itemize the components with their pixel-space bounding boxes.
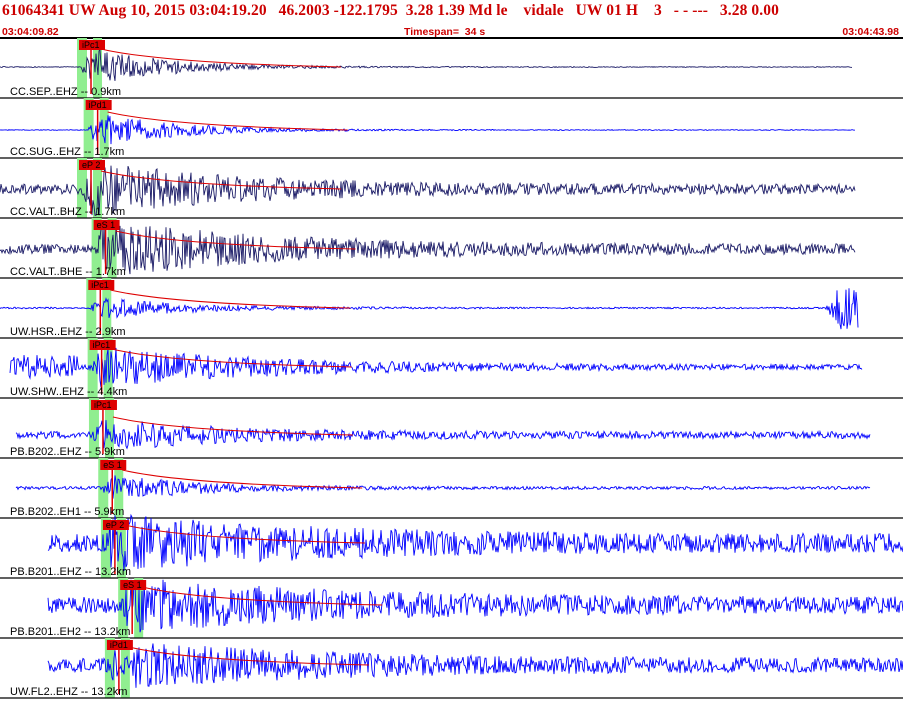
start-time-label: 03:04:09.82 (2, 26, 59, 38)
pick-window (102, 278, 112, 338)
channel-panel[interactable]: eP 2 CC.VALT..BHZ -- 1.7km (0, 158, 903, 219)
waveform-trace (0, 165, 856, 216)
pick-flag[interactable] (88, 280, 115, 290)
coda-fit-curve (100, 170, 342, 190)
pick-flag[interactable] (79, 160, 106, 170)
event-summary-title: 61064341 UW Aug 10, 2015 03:04:19.20 46.… (2, 2, 779, 19)
coda-fit-curve (142, 586, 383, 606)
waveform-trace (0, 115, 856, 145)
channel-label: PB.B202..EHZ -- 5.9km (10, 446, 125, 458)
channel-label: CC.SUG..EHZ -- 1.7km (10, 146, 124, 158)
waveform-trace (0, 224, 856, 275)
pick-window (104, 638, 115, 698)
pick-label: iPc1 (93, 340, 111, 350)
channel-panel[interactable]: iPd1 UW.FL2..EHZ -- 13.2km (0, 638, 903, 699)
pick-window (77, 158, 88, 218)
pick-window (91, 218, 102, 278)
coda-fit-curve (122, 469, 363, 489)
coda-fit-curve (107, 111, 348, 131)
waveform-trace (47, 513, 903, 572)
event-header: 61064341 UW Aug 10, 2015 03:04:19.20 46.… (0, 0, 903, 39)
channel-panel[interactable]: iPd1 CC.SUG..EHZ -- 1.7km (0, 98, 903, 159)
channel-panel[interactable]: iPc1 UW.SHW..EHZ -- 4.4km (0, 338, 903, 399)
channel-label: CC.VALT..BHE -- 1.7km (10, 266, 126, 278)
channel-label: UW.HSR..EHZ -- 2.9km (10, 326, 126, 338)
channel-panel[interactable]: eS 1 CC.VALT..BHE -- 1.7km (0, 218, 903, 279)
pick-flag[interactable] (89, 340, 116, 350)
channel-panel[interactable]: eS 1 PB.B201..EH2 -- 13.2km (0, 578, 903, 639)
pick-label: eS 1 (103, 460, 122, 470)
coda-fit-curve (128, 646, 369, 666)
pick-label: iPd1 (89, 100, 107, 110)
waveform-trace (47, 643, 903, 688)
channel-label: UW.SHW..EHZ -- 4.4km (10, 386, 127, 398)
pick-window (104, 398, 114, 458)
channel-label: PB.B201..EH2 -- 13.2km (10, 626, 130, 638)
pick-label: iPc1 (94, 400, 112, 410)
channel-panel[interactable]: eS 1 PB.B202..EH1 -- 5.9km (0, 458, 903, 519)
pick-flag[interactable] (79, 40, 106, 50)
pick-window (99, 98, 109, 158)
waveform-trace (0, 49, 853, 81)
pick-window (120, 638, 130, 698)
channel-panel[interactable]: eP 2 PB.B201..EHZ -- 13.2km (0, 513, 903, 579)
channel-label: PB.B202..EH1 -- 5.9km (10, 506, 124, 518)
pick-flag[interactable] (106, 640, 133, 650)
channel-label: CC.SEP..EHZ -- 0.9km (10, 86, 121, 98)
pick-flag[interactable] (100, 460, 127, 470)
coda-fit-curve (112, 416, 353, 436)
pick-window (114, 458, 124, 518)
pick-flag[interactable] (93, 220, 120, 230)
channel-panel[interactable]: iPc1 PB.B202..EHZ -- 5.9km (0, 398, 903, 459)
coda-fit-curve (115, 230, 356, 250)
pick-window (77, 38, 88, 98)
waveform-trace (47, 579, 903, 633)
waveform-panel[interactable]: iPc1 CC.SEP..EHZ -- 0.9km iPd1 CC.SUG..EHZ … (0, 38, 903, 700)
pick-label: iPd1 (110, 640, 128, 650)
waveform-trace (9, 347, 863, 388)
pick-label: eP 2 (82, 160, 100, 170)
pick-label: eS 1 (123, 580, 142, 590)
pick-label: iPc1 (82, 40, 100, 50)
coda-fit-curve (110, 289, 351, 309)
pick-label: iPc1 (91, 280, 109, 290)
channel-panel[interactable]: iPc1 UW.HSR..EHZ -- 2.9km (0, 278, 903, 339)
channel-label: CC.VALT..BHZ -- 1.7km (10, 206, 125, 218)
pick-flag[interactable] (85, 100, 112, 110)
channel-label: PB.B201..EHZ -- 13.2km (10, 566, 131, 578)
channel-panel[interactable]: iPc1 CC.SEP..EHZ -- 0.9km (0, 38, 903, 99)
pick-flag[interactable] (102, 520, 129, 530)
coda-fit-curve (111, 348, 352, 368)
waveform-canvas[interactable]: iPc1 CC.SEP..EHZ -- 0.9km iPd1 CC.SUG..EHZ … (0, 38, 903, 700)
channel-label: UW.FL2..EHZ -- 13.2km (10, 686, 127, 698)
waveform-trace (0, 288, 859, 330)
pick-window (88, 398, 99, 458)
header-divider (0, 37, 903, 39)
coda-fit-curve (124, 524, 365, 544)
pick-flag[interactable] (120, 580, 147, 590)
pick-flag[interactable] (90, 400, 117, 410)
coda-fit-curve (100, 48, 342, 68)
waveform-trace (15, 420, 871, 450)
pick-label: eP 2 (106, 520, 124, 530)
pick-label: eS 1 (97, 220, 116, 230)
end-time-label: 03:04:43.98 (842, 26, 899, 38)
timespan-label: Timespan= 34 s (404, 26, 486, 38)
waveform-trace (15, 475, 871, 499)
